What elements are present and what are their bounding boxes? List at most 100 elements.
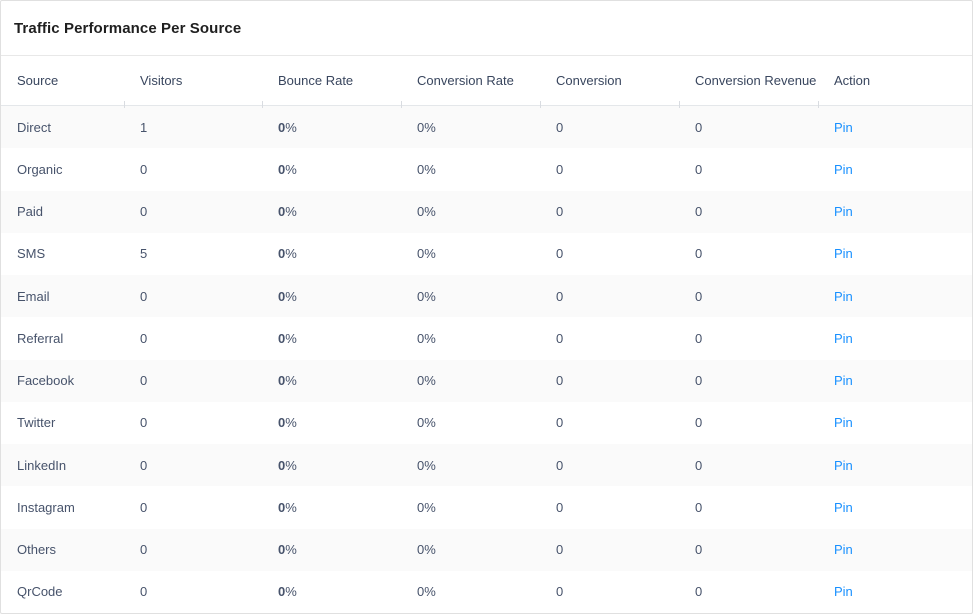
bounce-rate-value: 0	[278, 204, 286, 220]
cell-conversion-revenue: 0	[695, 542, 703, 558]
cell-action: Pin	[818, 402, 972, 444]
pin-action-link[interactable]: Pin	[834, 373, 853, 389]
cell-conversion-revenue: 0	[695, 288, 703, 304]
cell-source: Organic	[17, 161, 63, 177]
table-header-row: Source Visitors Bounce Rate Conversion R…	[1, 56, 972, 108]
cell-action: Pin	[818, 148, 972, 190]
cell-visitors: 0	[140, 204, 148, 220]
table-row: Others 0 0% 0% 0 0 Pin	[1, 528, 972, 571]
cell-action: Pin	[818, 106, 972, 148]
cell-visitors: 0	[140, 330, 148, 346]
cell-conversion-rate: 0%	[417, 457, 436, 473]
cell-bounce-rate: 0%	[262, 275, 401, 317]
cell-action: Pin	[818, 571, 972, 613]
table-row: Paid 0 0% 0% 0 0 Pin	[1, 190, 972, 233]
cell-action: Pin	[818, 360, 972, 402]
cell-bounce-rate: 0%	[262, 486, 401, 528]
cell-action: Pin	[818, 529, 972, 571]
cell-visitors: 0	[140, 457, 148, 473]
cell-conversion-revenue: 0	[695, 457, 703, 473]
table-row: LinkedIn 0 0% 0% 0 0 Pin	[1, 444, 972, 487]
cell-visitors: 0	[140, 161, 148, 177]
pin-action-link[interactable]: Pin	[834, 161, 853, 177]
cell-visitors: 0	[140, 288, 148, 304]
pin-action-link[interactable]: Pin	[834, 330, 853, 346]
bounce-rate-value: 0	[278, 373, 286, 389]
cell-conversion: 0	[556, 499, 564, 515]
bounce-rate-unit: %	[285, 542, 297, 558]
pin-action-link[interactable]: Pin	[834, 204, 853, 220]
cell-conversion: 0	[556, 246, 564, 262]
card-title: Traffic Performance Per Source	[14, 19, 242, 37]
cell-action: Pin	[818, 486, 972, 528]
column-header-conversion-rate: Conversion Rate	[401, 56, 540, 108]
cell-conversion-revenue: 0	[695, 499, 703, 515]
cell-conversion-revenue: 0	[695, 161, 703, 177]
column-header-source: Source	[17, 73, 59, 88]
bounce-rate-unit: %	[285, 584, 297, 600]
bounce-rate-value: 0	[278, 457, 286, 473]
cell-bounce-rate: 0%	[262, 402, 401, 444]
cell-conversion-revenue: 0	[695, 246, 703, 262]
cell-conversion-revenue: 0	[695, 204, 703, 220]
cell-conversion: 0	[556, 119, 564, 135]
bounce-rate-value: 0	[278, 161, 286, 177]
bounce-rate-value: 0	[278, 542, 286, 558]
cell-bounce-rate: 0%	[262, 444, 401, 486]
cell-source: SMS	[17, 246, 46, 262]
pin-action-link[interactable]: Pin	[834, 119, 853, 135]
bounce-rate-value: 0	[278, 246, 286, 262]
cell-conversion-rate: 0%	[417, 499, 436, 515]
bounce-rate-value: 0	[278, 288, 286, 304]
cell-bounce-rate: 0%	[262, 191, 401, 233]
cell-conversion: 0	[556, 542, 564, 558]
bounce-rate-value: 0	[278, 119, 286, 135]
cell-bounce-rate: 0%	[262, 360, 401, 402]
bounce-rate-value: 0	[278, 499, 286, 515]
cell-conversion: 0	[556, 457, 564, 473]
cell-source: Facebook	[17, 373, 75, 389]
cell-conversion: 0	[556, 415, 564, 431]
cell-visitors: 1	[140, 119, 148, 135]
bounce-rate-unit: %	[285, 373, 297, 389]
bounce-rate-value: 0	[278, 415, 286, 431]
cell-source: Paid	[17, 204, 44, 220]
bounce-rate-value: 0	[278, 330, 286, 346]
table-row: Email 0 0% 0% 0 0 Pin	[1, 275, 972, 318]
bounce-rate-unit: %	[285, 457, 297, 473]
cell-source: Others	[17, 542, 57, 558]
cell-source: Instagram	[17, 499, 75, 515]
pin-action-link[interactable]: Pin	[834, 457, 853, 473]
bounce-rate-unit: %	[285, 499, 297, 515]
bounce-rate-value: 0	[278, 584, 286, 600]
pin-action-link[interactable]: Pin	[834, 584, 853, 600]
cell-source: Email	[17, 288, 50, 304]
cell-source: Twitter	[17, 415, 56, 431]
table-row: Direct 1 0% 0% 0 0 Pin	[1, 106, 972, 149]
cell-visitors: 0	[140, 584, 148, 600]
cell-source: LinkedIn	[17, 457, 67, 473]
cell-action: Pin	[818, 444, 972, 486]
pin-action-link[interactable]: Pin	[834, 246, 853, 262]
cell-conversion-rate: 0%	[417, 415, 436, 431]
cell-conversion: 0	[556, 288, 564, 304]
cell-bounce-rate: 0%	[262, 317, 401, 359]
pin-action-link[interactable]: Pin	[834, 415, 853, 431]
cell-conversion: 0	[556, 330, 564, 346]
pin-action-link[interactable]: Pin	[834, 542, 853, 558]
cell-visitors: 0	[140, 499, 148, 515]
cell-bounce-rate: 0%	[262, 148, 401, 190]
table-row: SMS 5 0% 0% 0 0 Pin	[1, 233, 972, 275]
table-row: Referral 0 0% 0% 0 0 Pin	[1, 317, 972, 359]
cell-conversion-rate: 0%	[417, 330, 436, 346]
cell-conversion-rate: 0%	[417, 161, 436, 177]
table-row: Organic 0 0% 0% 0 0 Pin	[1, 148, 972, 190]
pin-action-link[interactable]: Pin	[834, 288, 853, 304]
cell-action: Pin	[818, 317, 972, 359]
table-row: QrCode 0 0% 0% 0 0 Pin	[1, 571, 972, 613]
cell-conversion-rate: 0%	[417, 373, 436, 389]
cell-conversion: 0	[556, 584, 564, 600]
table-row: Twitter 0 0% 0% 0 0 Pin	[1, 402, 972, 444]
pin-action-link[interactable]: Pin	[834, 499, 853, 515]
